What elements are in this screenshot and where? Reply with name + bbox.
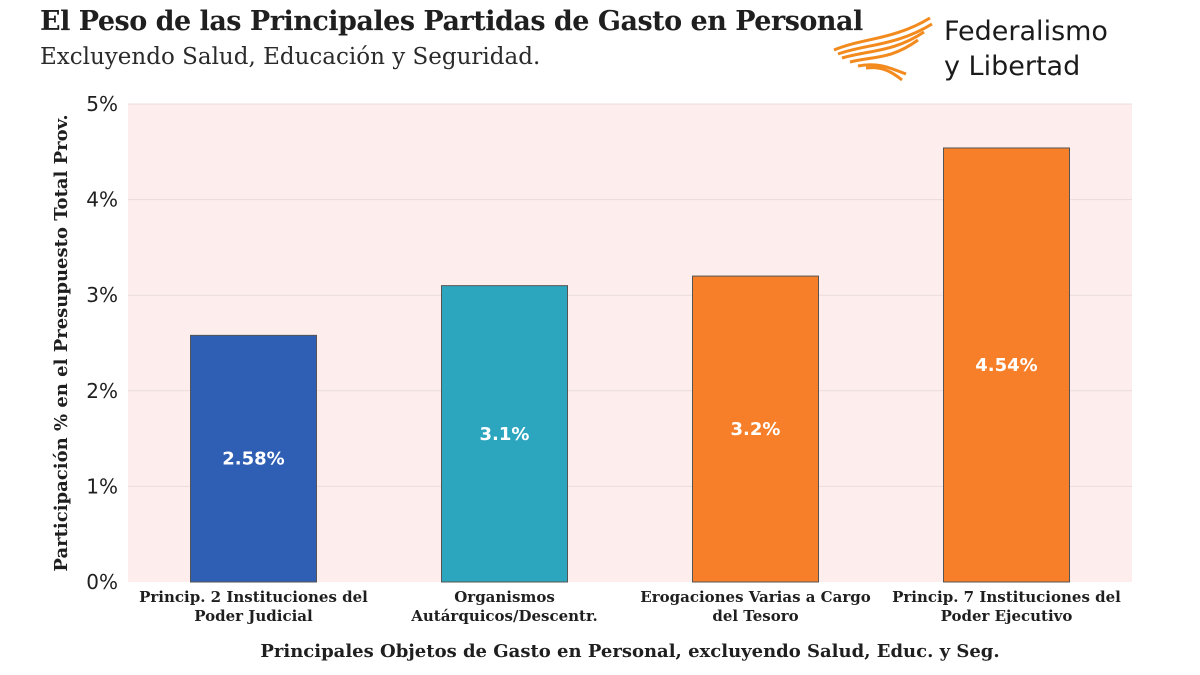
x-category-label: Poder Ejecutivo — [941, 607, 1073, 625]
bar — [190, 334, 317, 583]
chart-title: El Peso de las Principales Partidas de G… — [40, 6, 863, 37]
x-category-label: Organismos — [454, 588, 555, 606]
x-category-label: Autárquicos/Descentr. — [410, 607, 598, 625]
bars: 2.58% 3.1% 3.2% 4.54% — [190, 147, 1070, 583]
chart-subtitle: Excluyendo Salud, Educación y Seguridad. — [40, 44, 541, 70]
bar — [692, 275, 819, 583]
logo-text-line1: Federalismo — [944, 16, 1108, 47]
x-category-label: Erogaciones Varias a Cargo — [640, 588, 870, 606]
y-axis-ticks: 0% 1% 2% 3% 4% 5% — [86, 92, 118, 594]
y-tick-label: 2% — [86, 379, 118, 403]
y-tick-label: 4% — [86, 188, 118, 212]
y-tick-label: 0% — [86, 570, 118, 594]
bar — [943, 147, 1070, 583]
brand-logo: Federalismo y Libertad — [832, 10, 1162, 90]
bar-data-label: 3.1% — [480, 424, 530, 445]
x-category-label: Princip. 2 Instituciones del — [139, 588, 368, 606]
bar-data-label: 3.2% — [731, 419, 781, 440]
logo-text-line2: y Libertad — [944, 51, 1081, 82]
y-tick-label: 3% — [86, 283, 118, 307]
bar — [441, 285, 568, 583]
y-axis-title: Participación % en el Presupuesto Total … — [51, 114, 72, 571]
swoosh-logo-icon — [833, 16, 933, 82]
x-category-label: Princip. 7 Instituciones del — [892, 588, 1121, 606]
y-tick-label: 5% — [86, 92, 118, 116]
x-category-label: Poder Judicial — [194, 607, 313, 625]
bar-data-label: 2.58% — [222, 449, 284, 470]
y-tick-label: 1% — [86, 474, 118, 498]
x-axis-title: Principales Objetos de Gasto en Personal… — [260, 641, 999, 662]
x-category-label: del Tesoro — [712, 607, 798, 625]
bar-data-label: 4.54% — [975, 355, 1037, 376]
